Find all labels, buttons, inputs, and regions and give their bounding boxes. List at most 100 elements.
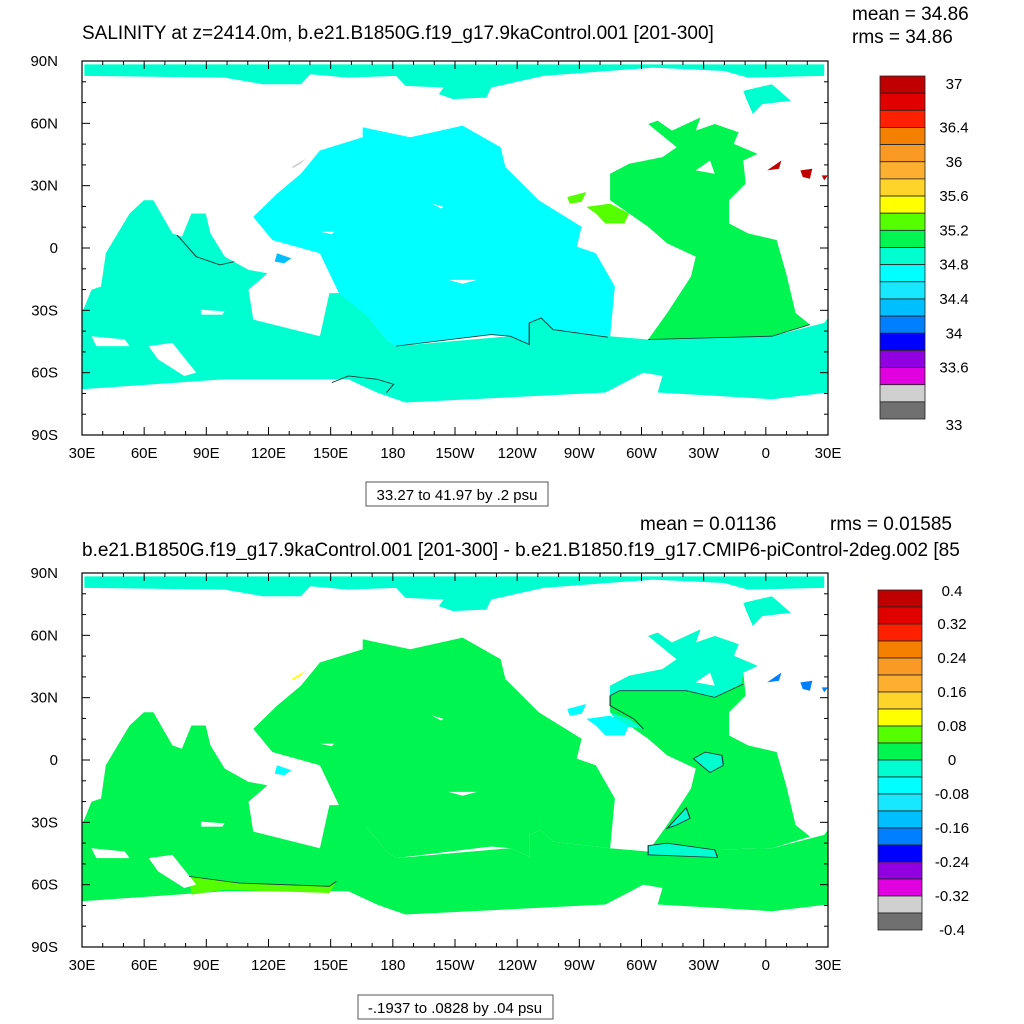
x-tick-label: 30E (69, 445, 96, 462)
region-greenland-sea (743, 596, 791, 627)
y-tick-label: 0 (50, 240, 58, 257)
colorbar-box (879, 315, 926, 334)
colorbar-label: 35.2 (939, 222, 968, 239)
y-tick-label: 0 (50, 752, 58, 769)
colorbar-box (877, 844, 923, 863)
land-island (91, 336, 130, 347)
region-atlantic-blob (648, 843, 718, 858)
land-island (448, 791, 477, 796)
colorbar-box (877, 912, 923, 931)
y-tick-label: 90N (30, 53, 58, 70)
panel2-mean: mean = 0.01136 (640, 514, 776, 535)
region-celebes (274, 765, 292, 776)
colorbar-box (879, 212, 926, 231)
x-tick-label: 30W (688, 445, 720, 462)
panel1-title: SALINITY at z=2414.0m, b.e21.B1850G.f19_… (82, 23, 714, 44)
land-island (148, 854, 197, 888)
x-tick-label: 60W (626, 445, 658, 462)
colorbar-box (879, 298, 926, 317)
x-tick-label: 30E (815, 957, 842, 974)
panel2-map: 30E 60E 90E 120E 150E 180 150W 120W 90W 60W 30W 0 30… (30, 565, 841, 974)
x-tick-label: 60E (131, 957, 158, 974)
land-island (431, 715, 444, 721)
y-tick-label: 60N (30, 627, 58, 644)
colorbar-box (877, 861, 923, 880)
region-mediterranean (800, 680, 813, 691)
colorbar-box (879, 332, 926, 351)
x-tick-label: 150E (313, 957, 348, 974)
colorbar-label: 34 (946, 325, 963, 342)
colorbar-box (877, 759, 923, 778)
panel2-title: b.e21.B1850G.f19_g17.9kaControl.001 [201… (82, 540, 960, 561)
region-mediterranean (821, 687, 828, 693)
colorbar-box (879, 92, 926, 111)
panel1-rms: rms = 34.86 (852, 27, 953, 48)
contour-line (665, 806, 691, 830)
panel-difference: b.e21.B1850G.f19_g17.9kaControl.001 [201… (30, 514, 969, 1020)
y-tick-label: 30S (31, 814, 58, 831)
region-pacific (253, 125, 615, 347)
y-tick-label: 90S (31, 939, 58, 956)
colorbar-label: -0.32 (935, 888, 969, 905)
panel1-colorbar: 37 36.4 36 35.6 35.2 34.8 34.4 34 33.6 33 (879, 75, 969, 434)
contour-line (395, 317, 608, 347)
region-japan-sea (291, 158, 306, 168)
x-tick-label: 150W (435, 957, 475, 974)
colorbar-box (879, 75, 926, 94)
colorbar-label: 34.4 (939, 291, 968, 308)
x-tick-label: 30E (815, 445, 842, 462)
x-tick-label: 120W (498, 957, 538, 974)
y-tick-label: 90N (30, 565, 58, 582)
contour-line (692, 751, 724, 774)
colorbar-box (879, 109, 926, 128)
y-tick-label: 60S (31, 877, 58, 894)
region-atlantic (610, 117, 810, 340)
colorbar-box (879, 401, 926, 420)
x-tick-label: 180 (380, 957, 405, 974)
colorbar-label: 0.4 (942, 583, 963, 600)
colorbar-label: 0.16 (937, 684, 966, 701)
colorbar-box (877, 742, 923, 761)
colorbar-box (879, 161, 926, 180)
colorbar-box (879, 349, 926, 368)
x-tick-label: 120E (251, 445, 286, 462)
region-caribbean (586, 203, 630, 224)
colorbar-box (879, 178, 926, 197)
panel-salinity: SALINITY at z=2414.0m, b.e21.B1850G.f19_… (30, 4, 969, 507)
region-gulf (567, 703, 587, 716)
x-tick-label: 0 (762, 957, 770, 974)
colorbar-box (877, 793, 923, 812)
panel2-rms: rms = 0.01585 (830, 514, 952, 535)
x-tick-label: 150E (313, 445, 348, 462)
contour-line (609, 695, 644, 730)
colorbar-box (877, 827, 923, 846)
land-island (448, 279, 477, 284)
contour-line (176, 234, 235, 266)
region-caribbean (586, 715, 630, 736)
x-tick-label: 120E (251, 957, 286, 974)
contour-line (648, 324, 811, 340)
colorbar-box (879, 144, 926, 163)
contour-line (609, 683, 744, 698)
colorbar-label: -0.4 (939, 922, 965, 939)
colorbar-label: -0.16 (935, 820, 969, 837)
panel2-info-text: -.1937 to .0828 by .04 psu (368, 1000, 542, 1017)
contour-line (331, 375, 395, 393)
colorbar-box (877, 606, 923, 625)
region-north-atlantic (610, 629, 758, 729)
land-island (91, 848, 130, 859)
region-pacific (253, 637, 615, 859)
region-celebes (274, 253, 292, 264)
y-tick-label: 60N (30, 115, 58, 132)
colorbar-label: 33 (946, 417, 963, 434)
panel1-map: 30E 60E 90E 120E 150E 180 150W 120W 90W 60W 30W 0 30… (30, 53, 841, 462)
colorbar-label: 0 (948, 752, 956, 769)
land-island (200, 309, 225, 315)
panel2-info-box (357, 994, 554, 1020)
region-arctic (84, 64, 825, 100)
colorbar-box (877, 776, 923, 795)
colorbar-box (877, 657, 923, 676)
region-atlantic-blob (667, 807, 691, 829)
x-tick-label: 60W (626, 957, 658, 974)
x-tick-label: 150W (435, 445, 475, 462)
